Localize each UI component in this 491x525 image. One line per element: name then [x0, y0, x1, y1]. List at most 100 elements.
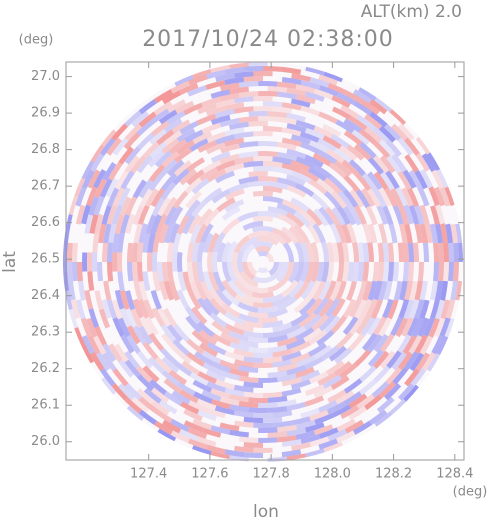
radar-cell: [112, 317, 125, 337]
radar-cell: [286, 185, 307, 198]
radar-cell: [146, 252, 153, 272]
radar-cell: [267, 456, 288, 462]
radar-cell: [224, 127, 245, 137]
radar-cell: [367, 223, 378, 244]
radar-cell: [152, 232, 161, 253]
x-tick-label: 128.0: [314, 467, 351, 482]
radar-cell: [318, 400, 338, 413]
radar-cell: [248, 62, 268, 67]
radar-cell: [138, 325, 153, 345]
radar-cell: [359, 365, 377, 383]
radar-cell: [219, 396, 240, 406]
radar-cell: [401, 187, 414, 207]
radar-cell: [268, 262, 280, 276]
radar-cell: [224, 102, 245, 111]
radar-cell: [151, 307, 165, 327]
radar-cell: [194, 280, 208, 301]
radar-cell: [132, 179, 147, 199]
radar-cell: [281, 226, 299, 244]
radar-cell: [309, 409, 329, 421]
radar-cell: [201, 122, 222, 135]
radar-cell: [326, 262, 334, 282]
radar-cell: [281, 280, 299, 298]
radar-cell: [326, 148, 345, 164]
radar-cell: [339, 145, 358, 161]
radar-cell: [221, 217, 240, 235]
radar-cell: [161, 370, 180, 386]
radar-cell: [242, 243, 255, 262]
radar-cell: [282, 262, 294, 282]
radar-cell: [234, 71, 254, 79]
radar-cell: [384, 383, 402, 401]
radar-cell: [286, 453, 307, 461]
radar-cell: [343, 174, 360, 193]
radar-cell: [84, 290, 94, 310]
radar-cell: [160, 181, 177, 200]
radar-cell: [290, 352, 311, 364]
radar-cell: [161, 262, 169, 282]
radar-cell: [127, 325, 141, 345]
radar-cell: [78, 280, 86, 301]
radar-cell: [149, 379, 167, 396]
radar-cell: [348, 298, 362, 318]
radar-cell: [304, 395, 325, 407]
radar-cell: [118, 383, 135, 401]
radar-cell: [344, 90, 364, 105]
radar-cell: [180, 401, 200, 415]
radar-cell: [225, 323, 245, 336]
radar-cell: [185, 190, 203, 209]
radar-cell: [106, 299, 118, 320]
radar-cell: [321, 345, 340, 361]
radar-cell: [253, 362, 273, 368]
radar-cell: [369, 99, 388, 115]
radar-cell: [234, 96, 254, 104]
radar-cell: [333, 361, 353, 377]
radar-cell: [364, 126, 383, 143]
radar-cell: [398, 205, 410, 225]
radar-cell: [185, 199, 201, 218]
radar-cell: [153, 100, 173, 116]
radar-cell: [133, 223, 143, 244]
radar-cell: [332, 106, 352, 120]
radar-cell: [318, 85, 339, 97]
radar-cell: [70, 299, 81, 319]
radar-cell: [277, 177, 298, 188]
radar-cell: [303, 314, 322, 331]
radar-cell: [266, 252, 274, 262]
radar-cell: [258, 81, 278, 87]
radar-cell: [239, 436, 259, 443]
radar-cell: [238, 339, 259, 348]
radar-cell: [233, 280, 254, 297]
radar-cell: [392, 262, 399, 282]
radar-cell: [143, 387, 162, 404]
radar-cell: [397, 351, 413, 371]
radar-cell: [378, 381, 396, 399]
radar-cell: [374, 411, 392, 427]
radar-cell: [433, 317, 446, 338]
radar-cell: [161, 150, 180, 168]
radar-cell: [336, 418, 356, 432]
radar-cell: [62, 252, 68, 272]
radar-cell: [156, 213, 168, 234]
radar-cell: [357, 280, 368, 301]
radar-cell: [291, 98, 311, 108]
radar-cell: [211, 333, 232, 347]
radar-cell: [114, 170, 129, 190]
radar-cell: [397, 137, 414, 156]
radar-cell: [106, 204, 118, 225]
radar-cell: [298, 312, 317, 328]
radar-cell: [307, 280, 321, 300]
radar-cell: [214, 405, 235, 416]
radar-cell: [453, 262, 460, 282]
radar-cell: [335, 119, 355, 134]
radar-cell: [162, 90, 182, 105]
radar-cell: [131, 111, 150, 128]
radar-cell: [295, 430, 316, 440]
radar-cell: [330, 134, 350, 149]
radar-cell: [125, 213, 136, 234]
radar-cell: [397, 242, 404, 262]
radar-cell: [267, 181, 288, 190]
radar-cell: [323, 190, 341, 209]
radar-cell: [263, 195, 284, 204]
radar-cell: [96, 262, 104, 282]
